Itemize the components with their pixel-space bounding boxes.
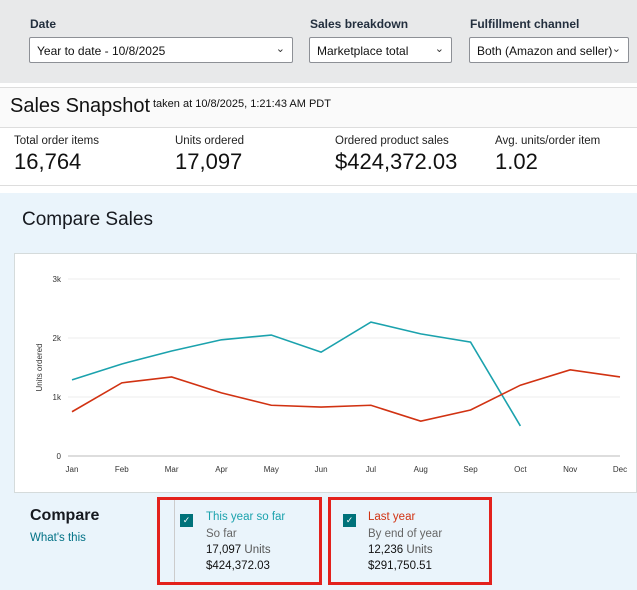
channel-select[interactable]: Both (Amazon and seller) ⌄ [469, 37, 629, 63]
chart-svg: 0 1k 2k 3k Jan Feb Mar Apr May Jun Jul Aug Sep Oct Nov… [35, 275, 627, 474]
x-tick-label: Sep [463, 465, 478, 474]
y-tick-label: 1k [53, 393, 62, 402]
metric-label: Units ordered [175, 135, 245, 147]
this-year-checkbox[interactable]: ✓ [180, 514, 193, 527]
chevron-down-icon: ⌄ [275, 43, 285, 55]
series-line-last-year [71, 369, 621, 423]
compare-heading: Compare [30, 507, 100, 524]
date-label: Date [30, 17, 57, 31]
metric-value: 1.02 [495, 149, 538, 174]
x-tick-label: Mar [165, 465, 179, 474]
page-title: Sales Snapshot [10, 95, 151, 117]
metric-avg-units: Avg. units/order item 1.02 [495, 135, 600, 175]
metric-value: 17,097 [175, 149, 243, 174]
channel-label: Fulfillment channel [470, 17, 580, 31]
chevron-down-icon: ⌄ [434, 43, 444, 55]
y-tick-label: 2k [53, 334, 62, 343]
breakdown-value: Marketplace total [317, 44, 409, 58]
y-tick-label: 3k [53, 275, 62, 284]
this-year-sub: So far [206, 528, 237, 540]
last-year-title: Last year [368, 511, 416, 523]
filters-bar: Date Year to date - 10/8/2025 ⌄ Sales bre… [0, 0, 637, 83]
metric-value: $424,372.03 [335, 149, 458, 174]
metric-value: 16,764 [14, 149, 82, 174]
whats-this-link[interactable]: What's this [30, 532, 86, 544]
metric-label: Ordered product sales [335, 135, 449, 147]
date-value: Year to date - 10/8/2025 [37, 44, 166, 58]
this-year-card[interactable]: ✓ This year so far So far 17,097 Units $… [157, 497, 322, 585]
x-tick-label: Feb [115, 465, 129, 474]
last-year-card[interactable]: ✓ Last year By end of year 12,236 Units … [328, 497, 492, 585]
this-year-units: 17,097 [206, 544, 242, 556]
units-label: Units [244, 544, 271, 556]
sales-snapshot-header: Sales Snapshot taken at 10/8/2025, 1:21:… [0, 87, 637, 128]
metric-ordered-product-sales: Ordered product sales $424,372.03 [335, 135, 457, 175]
chevron-down-icon: ⌄ [611, 43, 621, 55]
breakdown-label: Sales breakdown [310, 17, 409, 31]
metric-total-order-items: Total order items 16,764 [14, 135, 99, 175]
last-year-units: 12,236 [368, 544, 404, 556]
x-tick-label: May [264, 465, 279, 474]
x-tick-label: Jul [366, 465, 376, 474]
metrics-row: Total order items 16,764 Units ordered 17,… [0, 129, 637, 186]
x-tick-label: Jun [315, 465, 328, 474]
channel-value: Both (Amazon and seller) [477, 44, 613, 58]
x-tick-label: Dec [613, 465, 627, 474]
x-tick-label: Apr [215, 465, 228, 474]
y-axis-label: Units ordered [35, 343, 44, 391]
series-line-this-year [71, 321, 522, 427]
x-tick-label: Oct [514, 465, 527, 474]
breakdown-select[interactable]: Marketplace total ⌄ [309, 37, 452, 63]
units-chart: 0 1k 2k 3k Jan Feb Mar Apr May Jun Jul Aug Sep Oct Nov… [14, 253, 637, 493]
x-tick-label: Jan [66, 465, 79, 474]
x-tick-label: Aug [414, 465, 428, 474]
compare-sales-section: Compare Sales 0 1k 2k 3k Jan Feb Mar Apr May Jun J… [0, 193, 637, 590]
last-year-checkbox[interactable]: ✓ [343, 514, 356, 527]
this-year-sales: $424,372.03 [206, 560, 270, 572]
x-tick-label: Nov [563, 465, 577, 474]
snapshot-time: taken at 10/8/2025, 1:21:43 AM PDT [153, 98, 331, 110]
metric-label: Total order items [14, 135, 100, 147]
units-label: Units [406, 544, 433, 556]
last-year-sales: $291,750.51 [368, 560, 432, 572]
this-year-title: This year so far [206, 511, 286, 523]
compare-sales-title: Compare Sales [22, 209, 153, 230]
y-tick-label: 0 [57, 452, 62, 461]
metric-label: Avg. units/order item [495, 135, 601, 147]
last-year-sub: By end of year [368, 528, 443, 540]
date-select[interactable]: Year to date - 10/8/2025 ⌄ [29, 37, 293, 63]
metric-units-ordered: Units ordered 17,097 [175, 135, 244, 175]
